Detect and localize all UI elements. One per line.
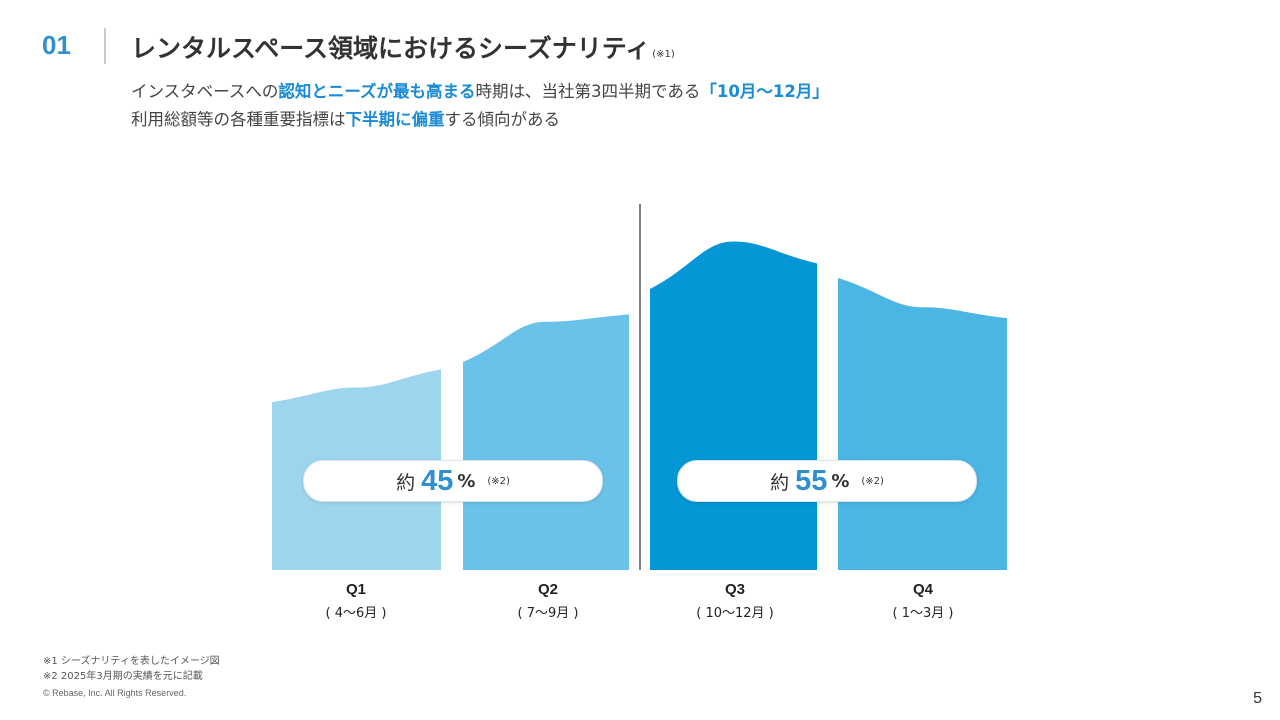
title-note: (※1) [652, 49, 675, 60]
lead-1-segment-0: インスタベースへの [131, 82, 279, 101]
section-number: 01 [42, 30, 71, 60]
q2-months: ( 7〜9月 ) [517, 606, 579, 621]
lead-2-segment-0: 利用総額等の各種重要指標は [131, 110, 346, 129]
lead-2-segment-1: 下半期に偏重 [345, 110, 445, 129]
lead-2-segment-2: する傾向がある [444, 110, 561, 129]
second-half-share-label: 約 [770, 471, 790, 494]
copyright: © Rebase, Inc. All Rights Reserved. [43, 688, 187, 698]
footnote-2: ※2 2025年3月期の実績を元に記載 [43, 671, 203, 682]
lead-1-segment-2: 時期は、当社第3四半期である [475, 82, 701, 101]
first-half-share-value: 45 [421, 464, 454, 497]
q1-axis-label: Q1 ( 4〜6月 ) [271, 581, 441, 621]
q4-axis-label: Q4 ( 1〜3月 ) [838, 581, 1008, 621]
first-half-share-note: (※2) [487, 475, 510, 487]
page-number: 5 [1253, 690, 1262, 707]
second-half-share-pill: 約 55 % (※2) [677, 460, 977, 502]
second-half-share-note: (※2) [861, 475, 884, 487]
q2-label: Q2 [537, 581, 558, 598]
area-q2 [463, 314, 629, 570]
q4-months: ( 1〜3月 ) [892, 606, 954, 621]
lead-1-segment-3: 「10月〜12月」 [700, 82, 829, 101]
footnote-1: ※1 シーズナリティを表したイメージ図 [43, 656, 220, 667]
q1-months: ( 4〜6月 ) [325, 606, 387, 621]
q4-label: Q4 [912, 581, 933, 598]
lead-line-2: 利用総額等の各種重要指標は下半期に偏重する傾向がある [131, 106, 560, 130]
page-title: レンタルスペース領域におけるシーズナリティ (※1) [131, 29, 675, 65]
q3-axis-label: Q3 ( 10〜12月 ) [650, 581, 820, 621]
first-half-share-label: 約 [396, 471, 416, 494]
lead-1-segment-1: 認知とニーズが最も高まる [278, 82, 476, 101]
second-half-share-unit: % [831, 470, 850, 492]
area-q4 [838, 278, 1007, 570]
q3-label: Q3 [724, 581, 745, 598]
second-half-share-value: 55 [795, 464, 828, 497]
q3-months: ( 10〜12月 ) [696, 606, 774, 621]
first-half-share-unit: % [457, 470, 476, 492]
title-divider [104, 28, 106, 64]
q1-label: Q1 [345, 581, 366, 598]
lead-line-1: インスタベースへの認知とニーズが最も高まる時期は、当社第3四半期である「10月〜… [131, 78, 829, 102]
area-q3 [650, 241, 817, 570]
title-text: レンタルスペース領域におけるシーズナリティ [131, 34, 651, 63]
q2-axis-label: Q2 ( 7〜9月 ) [463, 581, 633, 621]
first-half-share-pill: 約 45 % (※2) [303, 460, 603, 502]
